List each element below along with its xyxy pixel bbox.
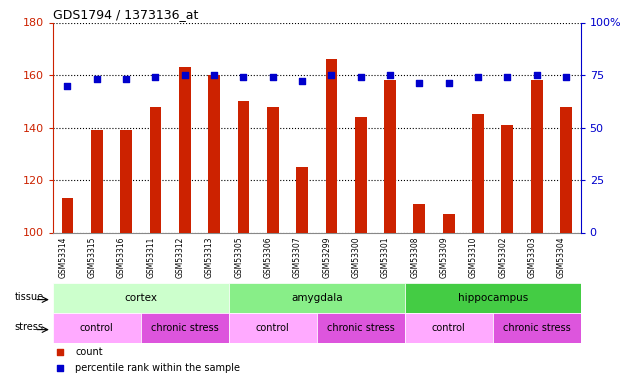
Text: GSM53309: GSM53309 xyxy=(440,237,448,278)
Bar xyxy=(472,114,484,232)
Bar xyxy=(91,130,102,232)
Bar xyxy=(208,75,220,232)
Point xyxy=(121,76,131,82)
Point xyxy=(180,72,190,78)
Bar xyxy=(61,198,73,232)
Text: GSM53316: GSM53316 xyxy=(117,237,126,278)
Text: GSM53300: GSM53300 xyxy=(351,237,361,278)
Text: chronic stress: chronic stress xyxy=(151,323,219,333)
Point xyxy=(63,82,73,88)
Text: GSM53303: GSM53303 xyxy=(528,237,537,278)
Bar xyxy=(560,106,572,232)
Bar xyxy=(405,283,581,313)
Text: control: control xyxy=(80,323,114,333)
Text: GSM53299: GSM53299 xyxy=(322,237,332,278)
Bar xyxy=(267,106,279,232)
Text: count: count xyxy=(75,347,102,357)
Text: GSM53301: GSM53301 xyxy=(381,237,390,278)
Bar xyxy=(317,313,405,343)
Bar xyxy=(492,313,581,343)
Bar xyxy=(405,313,492,343)
Bar xyxy=(120,130,132,232)
Point xyxy=(443,80,453,86)
Point xyxy=(92,76,102,82)
Text: GSM53310: GSM53310 xyxy=(469,237,478,278)
Point xyxy=(502,74,512,80)
Text: GSM53304: GSM53304 xyxy=(557,237,566,278)
Point xyxy=(473,74,483,80)
Text: cortex: cortex xyxy=(124,293,157,303)
Text: GSM53314: GSM53314 xyxy=(58,237,68,278)
Text: chronic stress: chronic stress xyxy=(327,323,394,333)
Point xyxy=(297,78,307,84)
Text: GSM53302: GSM53302 xyxy=(498,237,507,278)
Text: stress: stress xyxy=(14,322,43,332)
Text: GSM53306: GSM53306 xyxy=(264,237,273,278)
Bar xyxy=(355,117,366,232)
Point xyxy=(385,72,395,78)
Text: hippocampus: hippocampus xyxy=(458,293,528,303)
Bar xyxy=(414,204,425,232)
Bar xyxy=(179,67,191,232)
Bar xyxy=(325,59,337,232)
Text: amygdala: amygdala xyxy=(291,293,343,303)
Text: percentile rank within the sample: percentile rank within the sample xyxy=(75,363,240,373)
Point xyxy=(356,74,366,80)
Bar xyxy=(531,80,543,232)
Point xyxy=(150,74,160,80)
Text: control: control xyxy=(432,323,466,333)
Text: GSM53308: GSM53308 xyxy=(410,237,419,278)
Bar xyxy=(229,313,317,343)
Point xyxy=(561,74,571,80)
Text: control: control xyxy=(256,323,289,333)
Text: tissue: tissue xyxy=(14,292,43,302)
Point xyxy=(327,72,337,78)
Bar xyxy=(53,283,229,313)
Text: GDS1794 / 1373136_at: GDS1794 / 1373136_at xyxy=(53,8,198,21)
Bar xyxy=(150,106,161,232)
Point xyxy=(414,80,424,86)
Point xyxy=(302,292,312,298)
Text: GSM53312: GSM53312 xyxy=(176,237,185,278)
Bar xyxy=(229,283,405,313)
Bar xyxy=(384,80,396,232)
Point xyxy=(302,147,312,153)
Point xyxy=(238,74,248,80)
Bar xyxy=(141,313,229,343)
Point xyxy=(268,74,278,80)
Bar xyxy=(237,101,249,232)
Text: GSM53307: GSM53307 xyxy=(293,237,302,278)
Bar xyxy=(296,167,308,232)
Text: GSM53305: GSM53305 xyxy=(234,237,243,278)
Bar xyxy=(502,125,513,232)
Text: GSM53311: GSM53311 xyxy=(147,237,155,278)
Text: GSM53313: GSM53313 xyxy=(205,237,214,278)
Bar xyxy=(443,214,455,232)
Point xyxy=(209,72,219,78)
Bar xyxy=(53,313,141,343)
Text: chronic stress: chronic stress xyxy=(503,323,571,333)
Point xyxy=(532,72,542,78)
Text: GSM53315: GSM53315 xyxy=(88,237,97,278)
